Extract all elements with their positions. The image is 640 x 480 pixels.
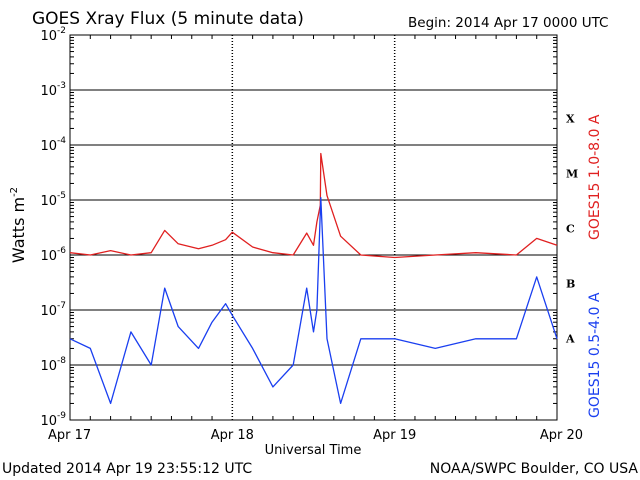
- chart-title: GOES Xray Flux (5 minute data): [32, 9, 304, 29]
- y-tick-label: 10-2: [40, 26, 66, 44]
- y-tick-label: 10-9: [40, 411, 66, 429]
- y-tick-base: 10: [40, 414, 57, 429]
- y-axis-label-text: Watts m: [9, 197, 28, 263]
- x-tick-label: Apr 18: [211, 428, 254, 443]
- series-lines: [69, 152, 558, 405]
- y-tick-base: 10: [40, 139, 57, 154]
- x-axis: Apr 17 Apr 18 Apr 19 Apr 20: [48, 35, 583, 443]
- x-tick-label: Apr 19: [373, 428, 416, 443]
- flare-class-label: X: [566, 113, 575, 126]
- x-tick-label: Apr 20: [540, 428, 583, 443]
- y-tick-exponent: -6: [57, 246, 66, 256]
- series-line-goes15-short: [69, 197, 558, 405]
- y-tick-label: 10-7: [40, 301, 66, 319]
- y-tick-base: 10: [40, 29, 57, 44]
- legend-goes15-short: GOES15 0.5-4.0 A: [587, 292, 603, 418]
- y-tick-exponent: -4: [57, 136, 66, 146]
- y-tick-base: 10: [40, 84, 57, 99]
- y-tick-base: 10: [40, 359, 57, 374]
- flare-class-label: M: [566, 168, 578, 181]
- y-tick-exponent: -5: [57, 191, 66, 201]
- y-axis: 10-210-310-410-510-610-710-810-9: [40, 26, 557, 429]
- y-tick-exponent: -2: [57, 26, 66, 36]
- x-tick-label: Apr 17: [48, 428, 91, 443]
- y-tick-label: 10-3: [40, 81, 66, 99]
- flare-class-labels: X M C B A: [565, 113, 578, 346]
- y-tick-label: 10-4: [40, 136, 66, 154]
- y-tick-label: 10-8: [40, 356, 66, 374]
- legend-goes15-long: GOES15 1.0-8.0 A: [587, 114, 603, 240]
- svg-text:Watts m-2: Watts m-2: [9, 187, 28, 263]
- footer-source: NOAA/SWPC Boulder, CO USA: [430, 461, 639, 477]
- y-tick-label: 10-5: [40, 191, 66, 209]
- y-tick-base: 10: [40, 249, 57, 264]
- begin-label: Begin: 2014 Apr 17 0000 UTC: [408, 15, 608, 31]
- y-tick-base: 10: [40, 194, 57, 209]
- y-axis-label-exponent: -2: [9, 187, 20, 197]
- grid: [70, 35, 557, 420]
- y-tick-exponent: -8: [57, 356, 66, 366]
- x-axis-label: Universal Time: [265, 443, 362, 458]
- y-tick-exponent: -9: [57, 411, 66, 421]
- y-tick-base: 10: [40, 304, 57, 319]
- plot-area: [69, 34, 558, 421]
- y-tick-exponent: -3: [57, 81, 66, 91]
- flare-class-label: B: [566, 278, 575, 291]
- flare-class-label: C: [566, 223, 575, 236]
- y-axis-label: Watts m-2: [9, 187, 28, 263]
- flare-class-label: A: [565, 333, 575, 346]
- y-tick-label: 10-6: [40, 246, 66, 264]
- series-line-goes15-long: [69, 152, 558, 259]
- y-tick-exponent: -7: [57, 301, 66, 311]
- footer-updated: Updated 2014 Apr 19 23:55:12 UTC: [2, 461, 252, 477]
